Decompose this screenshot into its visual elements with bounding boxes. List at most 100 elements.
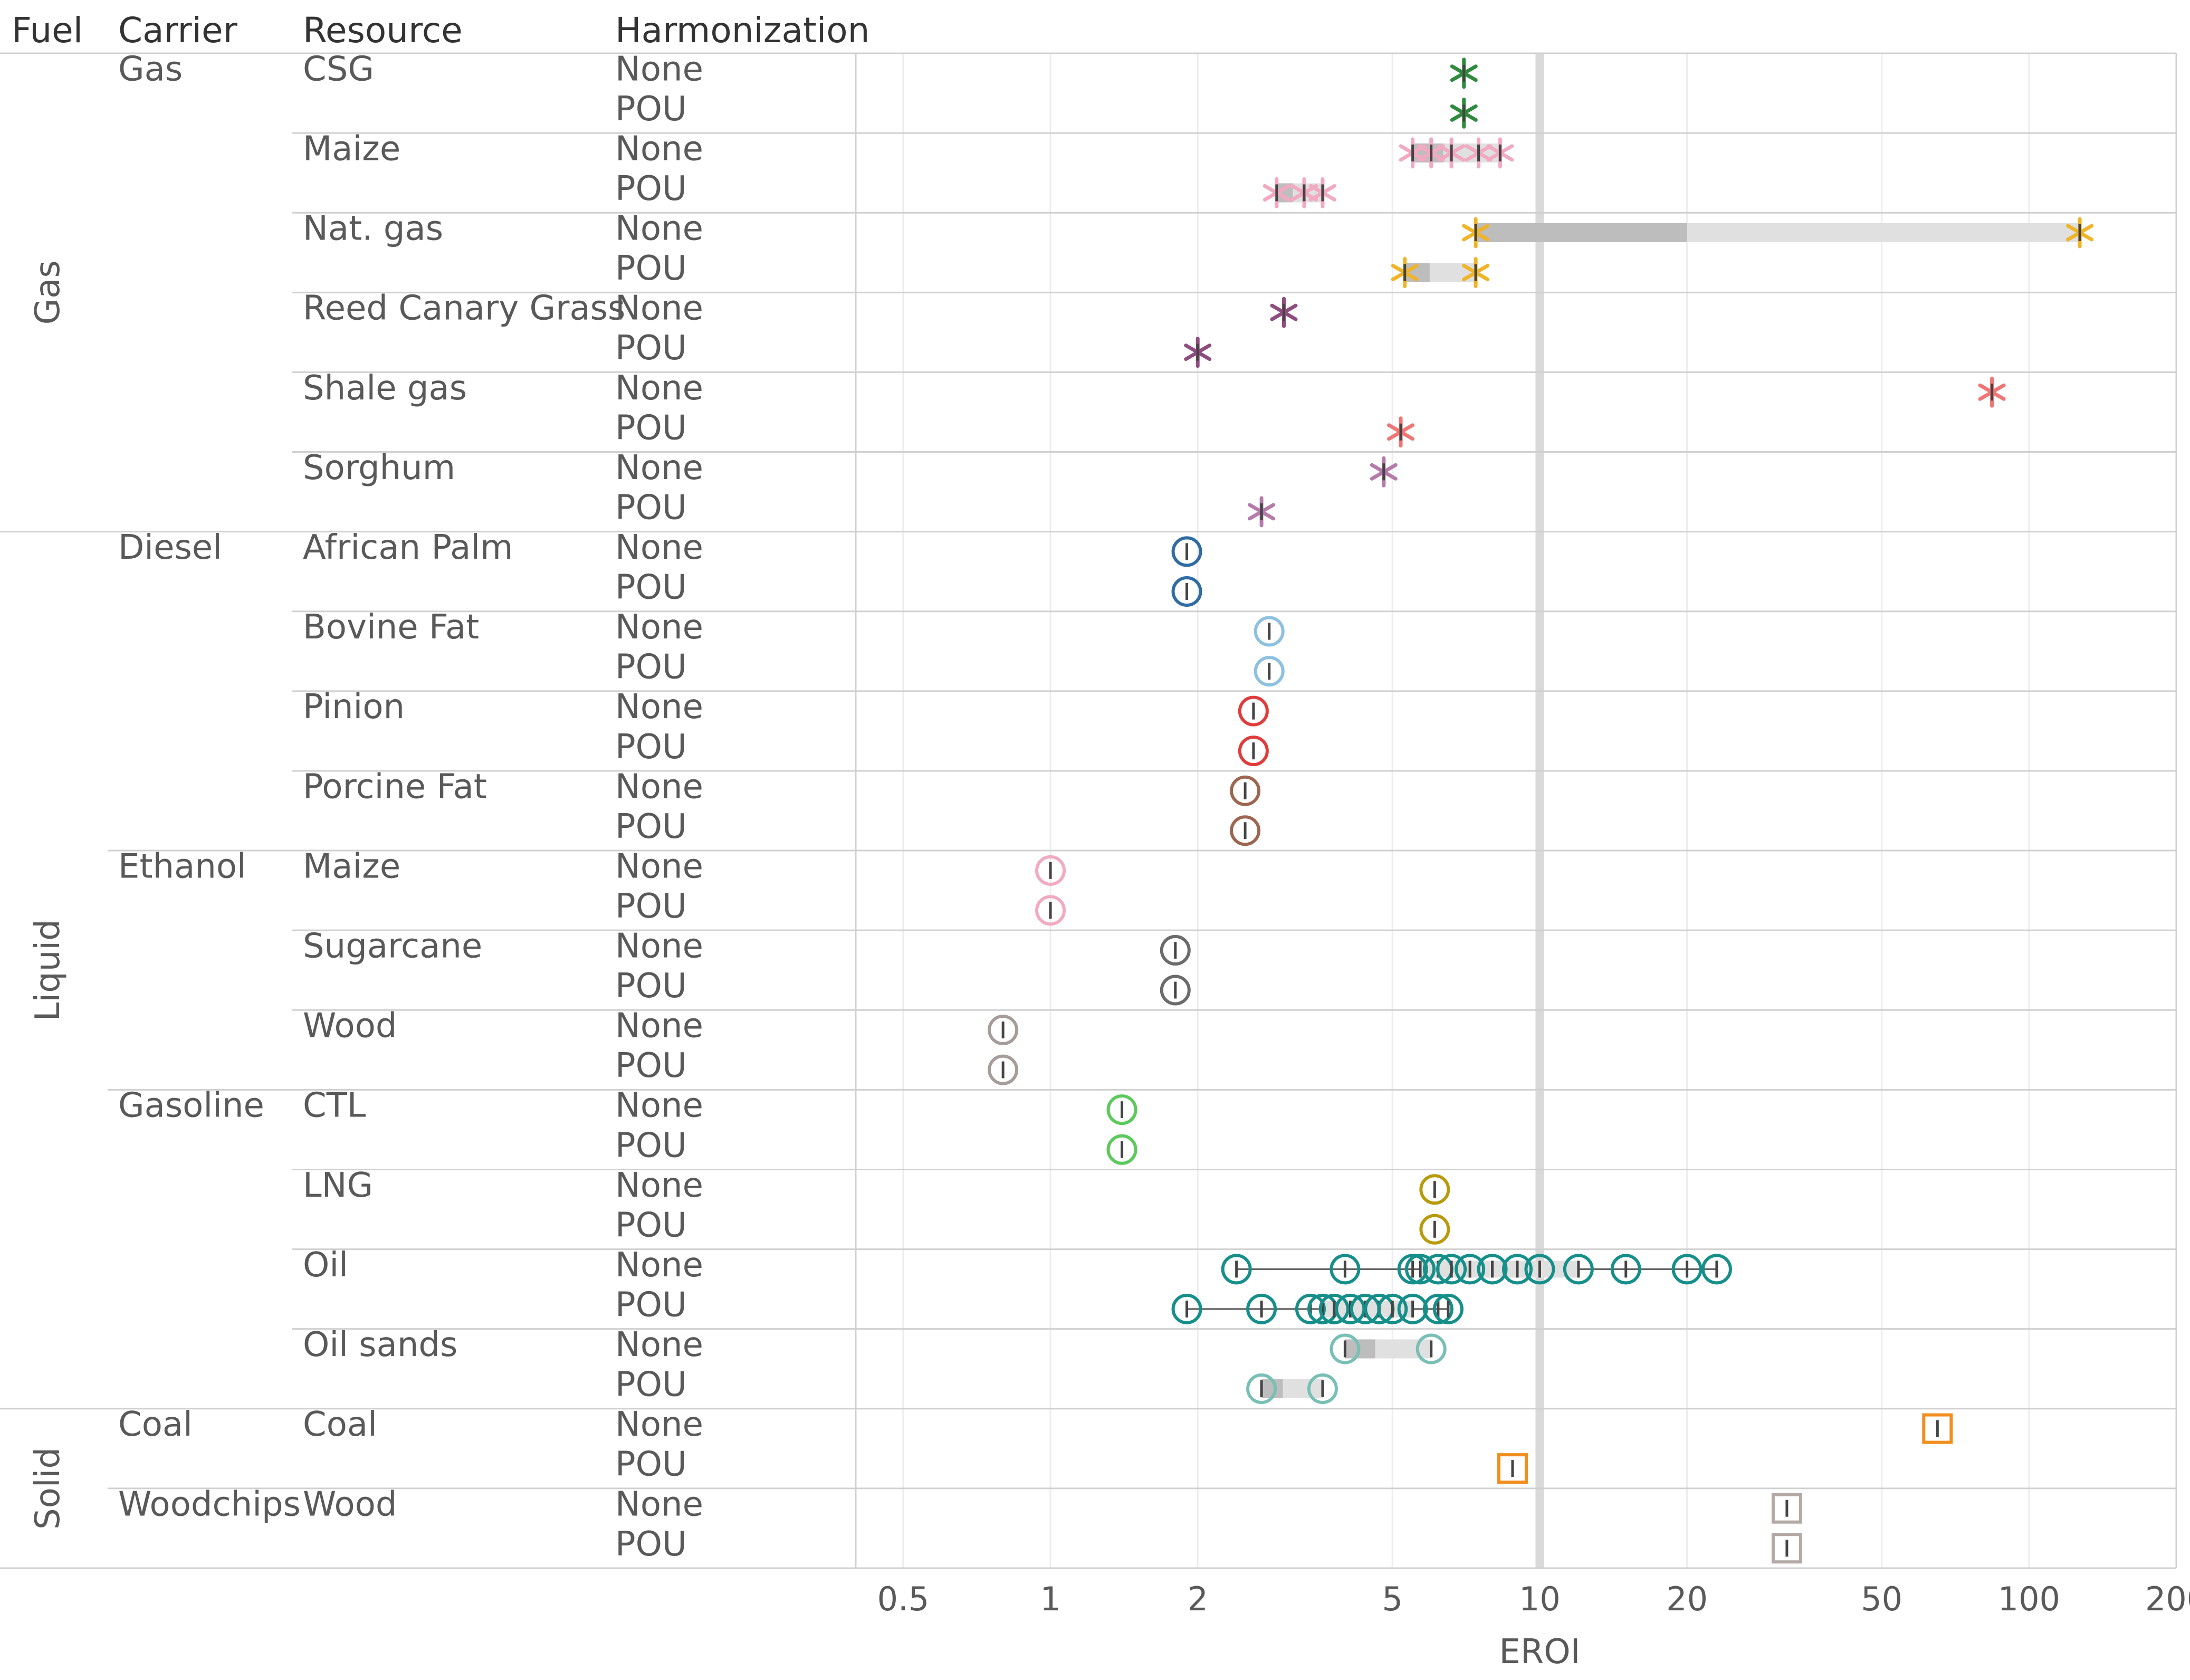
- data-point: [1295, 1293, 1326, 1324]
- x-tick-label: 200: [2145, 1580, 2190, 1618]
- harmonization-label: None: [615, 289, 703, 328]
- resource-label: Maize: [303, 847, 400, 886]
- header-fuel: Fuel: [12, 10, 83, 51]
- resource-label: Nat. gas: [303, 209, 443, 249]
- resource-label: CTL: [303, 1086, 366, 1125]
- data-point: [1771, 1493, 1802, 1524]
- data-point: [1230, 775, 1261, 806]
- data-point: [1419, 1214, 1450, 1245]
- data-point: [1436, 1254, 1467, 1285]
- data-point: [1171, 576, 1202, 607]
- data-point: [1419, 1174, 1450, 1205]
- data-point: [1035, 895, 1066, 926]
- harmonization-label: POU: [615, 169, 687, 208]
- harmonization-label: POU: [615, 1366, 687, 1405]
- data-point: [1455, 1254, 1486, 1285]
- data-point: [1230, 815, 1261, 846]
- x-tick-label: 2: [1187, 1580, 1208, 1618]
- x-tick-label: 50: [1861, 1580, 1902, 1618]
- harmonization-label: POU: [615, 807, 687, 846]
- harmonization-label: POU: [615, 249, 687, 288]
- x-tick-label: 0.5: [877, 1580, 930, 1618]
- x-tick-label: 5: [1382, 1580, 1403, 1618]
- harmonization-label: None: [615, 129, 703, 168]
- x-tick-label: 1: [1040, 1580, 1060, 1618]
- data-point: [1771, 1533, 1802, 1564]
- carrier-label: Gasoline: [118, 1086, 264, 1125]
- data-point: [1397, 1293, 1428, 1324]
- harmonization-label: POU: [615, 1525, 687, 1564]
- resource-label: Reed Canary Grass: [303, 289, 625, 328]
- data-point: [1160, 975, 1191, 1006]
- resource-label: Maize: [303, 129, 400, 168]
- resource-label: Oil: [303, 1246, 348, 1285]
- resource-label: African Palm: [303, 528, 513, 567]
- data-point: [1397, 1254, 1428, 1285]
- harmonization-label: POU: [615, 488, 687, 527]
- harmonization-label: None: [615, 847, 703, 886]
- data-point: [1318, 1293, 1350, 1324]
- data-point: [1171, 1293, 1202, 1324]
- data-point: [1171, 536, 1202, 567]
- harmonization-label: POU: [615, 568, 687, 607]
- data-point: [1416, 1333, 1447, 1364]
- data-point: [1922, 1413, 1953, 1444]
- harmonization-label: None: [615, 1086, 703, 1125]
- data-point: [1432, 1293, 1464, 1324]
- resource-label: Wood: [303, 1485, 397, 1524]
- harmonization-label: None: [615, 1007, 703, 1046]
- harmonization-label: None: [615, 50, 703, 89]
- x-tick-label: 10: [1519, 1580, 1561, 1618]
- harmonization-label: None: [615, 1166, 703, 1205]
- data-point: [1246, 1293, 1277, 1324]
- harmonization-label: POU: [615, 408, 687, 447]
- range-bar-dark: [1476, 223, 1687, 242]
- data-point: [1106, 1134, 1137, 1165]
- data-point: [1405, 1254, 1436, 1285]
- fuel-label: Solid: [28, 1447, 68, 1530]
- resource-label: Shale gas: [303, 369, 467, 408]
- data-point: [1524, 1254, 1555, 1285]
- harmonization-label: POU: [615, 648, 687, 687]
- x-tick-label: 20: [1666, 1580, 1708, 1618]
- harmonization-label: None: [615, 767, 703, 806]
- data-point: [1254, 656, 1285, 687]
- resource-label: CSG: [303, 50, 374, 89]
- data-point: [1422, 1293, 1453, 1324]
- data-point: [1254, 616, 1285, 647]
- carrier-label: Gas: [118, 50, 183, 89]
- harmonization-label: POU: [615, 1046, 687, 1085]
- carrier-label: Ethanol: [118, 847, 246, 886]
- harmonization-label: POU: [615, 90, 687, 129]
- harmonization-label: POU: [615, 1126, 687, 1165]
- harmonization-label: None: [615, 927, 703, 966]
- data-point: [1160, 934, 1191, 966]
- header-carrier: Carrier: [118, 10, 238, 51]
- x-tick-label: 100: [1998, 1580, 2060, 1618]
- data-point: [1221, 1254, 1252, 1285]
- fuel-label: Liquid: [28, 919, 68, 1021]
- harmonization-label: POU: [615, 329, 687, 368]
- x-axis-title: EROI: [1499, 1633, 1580, 1672]
- data-point: [1307, 1373, 1338, 1405]
- resource-label: LNG: [303, 1166, 373, 1205]
- resource-label: Porcine Fat: [303, 767, 487, 806]
- harmonization-label: None: [615, 209, 703, 249]
- data-point: [1502, 1254, 1533, 1285]
- harmonization-label: None: [615, 1405, 703, 1444]
- harmonization-label: POU: [615, 967, 687, 1006]
- fuel-label: Gas: [28, 260, 68, 324]
- harmonization-label: POU: [615, 1206, 687, 1245]
- harmonization-label: None: [615, 1485, 703, 1524]
- data-point: [1671, 1254, 1703, 1285]
- harmonization-label: None: [615, 688, 703, 727]
- carrier-label: Coal: [118, 1405, 193, 1444]
- data-point: [1106, 1094, 1137, 1125]
- data-point: [1701, 1254, 1732, 1285]
- resource-label: Sugarcane: [303, 927, 482, 966]
- data-point: [1610, 1254, 1641, 1285]
- harmonization-label: POU: [615, 1286, 687, 1325]
- data-point: [988, 1054, 1019, 1085]
